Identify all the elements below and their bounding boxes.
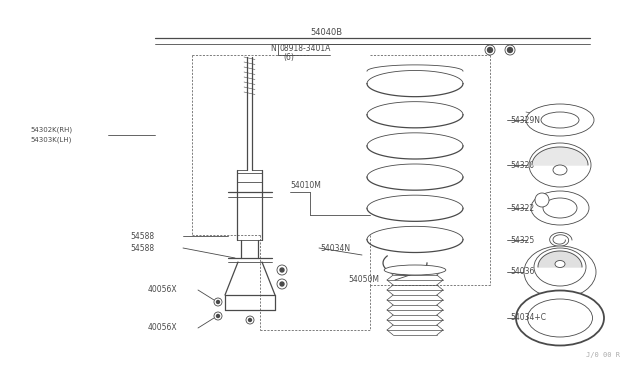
Text: 54303K(LH): 54303K(LH): [30, 137, 72, 143]
Circle shape: [216, 314, 220, 317]
Circle shape: [505, 45, 515, 55]
Ellipse shape: [553, 165, 567, 175]
Circle shape: [214, 312, 222, 320]
Ellipse shape: [543, 198, 577, 218]
Circle shape: [485, 45, 495, 55]
Text: 54588: 54588: [130, 244, 154, 253]
Ellipse shape: [541, 112, 579, 128]
Text: 54588: 54588: [130, 231, 154, 241]
Polygon shape: [538, 251, 582, 267]
Text: N: N: [270, 44, 276, 52]
Text: 08918-3401A: 08918-3401A: [280, 44, 332, 52]
Text: 54036: 54036: [510, 267, 534, 276]
Text: 54329N: 54329N: [510, 115, 540, 125]
Polygon shape: [532, 147, 588, 165]
Circle shape: [246, 316, 254, 324]
Circle shape: [277, 279, 287, 289]
Text: (6): (6): [283, 52, 294, 61]
Circle shape: [508, 48, 513, 52]
Ellipse shape: [555, 260, 565, 267]
Circle shape: [535, 193, 549, 207]
Circle shape: [214, 298, 222, 306]
Ellipse shape: [527, 299, 593, 337]
Text: 54320: 54320: [510, 160, 534, 170]
Circle shape: [488, 48, 493, 52]
Ellipse shape: [526, 104, 594, 136]
Ellipse shape: [384, 265, 446, 275]
Ellipse shape: [534, 248, 586, 286]
Text: 54034+C: 54034+C: [510, 314, 546, 323]
Circle shape: [280, 282, 284, 286]
Ellipse shape: [529, 143, 591, 187]
Ellipse shape: [531, 191, 589, 225]
Text: 54034N: 54034N: [320, 244, 350, 253]
Text: 40056X: 40056X: [148, 324, 178, 333]
Circle shape: [280, 268, 284, 272]
Text: 54322: 54322: [510, 203, 534, 212]
Circle shape: [216, 301, 220, 304]
Ellipse shape: [524, 246, 596, 298]
Text: 54010M: 54010M: [290, 180, 321, 189]
Ellipse shape: [516, 291, 604, 346]
Text: 54325: 54325: [510, 235, 534, 244]
Text: 40056X: 40056X: [148, 285, 178, 295]
Text: 54302K(RH): 54302K(RH): [30, 127, 72, 133]
Text: J/0 00 R: J/0 00 R: [586, 352, 620, 358]
Text: 54040B: 54040B: [310, 28, 342, 36]
Circle shape: [248, 318, 252, 321]
Circle shape: [277, 265, 287, 275]
Text: 54050M: 54050M: [348, 276, 379, 285]
